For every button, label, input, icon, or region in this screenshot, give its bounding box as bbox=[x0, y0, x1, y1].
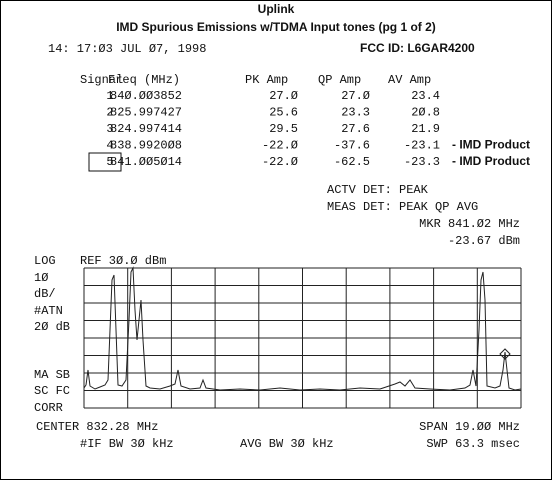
table-cell: 5 bbox=[106, 155, 113, 169]
column-header: AV Amp bbox=[388, 73, 431, 87]
meas-det: MEAS DET: PEAK QP AVG bbox=[327, 200, 478, 214]
table-cell: -62.5 bbox=[334, 155, 370, 169]
annotation: - IMD Product bbox=[452, 138, 530, 152]
column-header: PK Amp bbox=[245, 73, 288, 87]
marker-diamond bbox=[499, 348, 511, 360]
screen-label: dB/ bbox=[34, 287, 56, 301]
screen-label: LOG bbox=[34, 254, 56, 268]
table-cell: 23.4 bbox=[411, 89, 440, 103]
screen-label: SC FC bbox=[34, 384, 70, 398]
title: Uplink bbox=[258, 2, 295, 16]
table-cell: 25.6 bbox=[269, 106, 298, 120]
ref-level: REF 3Ø.Ø dBm bbox=[80, 254, 166, 268]
selection-box bbox=[88, 152, 122, 172]
table-cell: 824.997414 bbox=[110, 122, 182, 136]
if-bw: #IF BW 3Ø kHz bbox=[80, 437, 174, 451]
table-cell: 1 bbox=[106, 89, 113, 103]
screen-label: 2Ø dB bbox=[34, 320, 70, 334]
table-cell: -37.6 bbox=[334, 139, 370, 153]
center: CENTER 832.28 MHz bbox=[36, 420, 158, 434]
screen-label: #ATN bbox=[34, 304, 63, 318]
table-cell: 21.9 bbox=[411, 122, 440, 136]
table-cell: 4 bbox=[106, 139, 113, 153]
table-cell: 84Ø.ØØ3852 bbox=[110, 89, 182, 103]
subtitle: IMD Spurious Emissions w/TDMA Input tone… bbox=[116, 20, 436, 34]
table-cell: 2Ø.8 bbox=[411, 106, 440, 120]
column-header: QP Amp bbox=[318, 73, 361, 87]
screen-label: CORR bbox=[34, 401, 63, 415]
spectrum-trace bbox=[83, 266, 522, 391]
span: SPAN 19.ØØ MHz bbox=[419, 420, 520, 434]
avg-bw: AVG BW 3Ø kHz bbox=[240, 437, 334, 451]
actv-det: ACTV DET: PEAK bbox=[327, 183, 429, 197]
table-cell: -23.1 bbox=[404, 139, 440, 153]
table-cell: 825.997427 bbox=[110, 106, 182, 120]
marker: MKR 841.Ø2 MHz bbox=[419, 217, 520, 231]
table-cell: 27.6 bbox=[341, 122, 370, 136]
table-cell: 838.9920Ø8 bbox=[110, 139, 182, 153]
annotation: - IMD Product bbox=[452, 154, 530, 168]
table-cell: 27.Ø bbox=[269, 89, 298, 103]
screen-label: MA SB bbox=[34, 368, 70, 382]
table-cell: -22.Ø bbox=[262, 155, 298, 169]
table-cell: -22.Ø bbox=[262, 139, 298, 153]
table-cell: 2 bbox=[106, 106, 113, 120]
table-cell: -23.3 bbox=[404, 155, 440, 169]
marker-level: -23.67 dBm bbox=[448, 234, 520, 248]
graticule bbox=[83, 267, 522, 409]
table-cell: 3 bbox=[106, 122, 113, 136]
sweep: SWP 63.3 msec bbox=[426, 437, 520, 451]
table-cell: 29.5 bbox=[269, 122, 298, 136]
column-header: Signal bbox=[80, 73, 123, 87]
column-header: Freq (MHz) bbox=[108, 73, 180, 87]
screen-label: 1Ø bbox=[34, 271, 48, 285]
table-cell: 27.Ø bbox=[341, 89, 370, 103]
table-cell: 841.ØØ5Ø14 bbox=[110, 155, 182, 169]
table-cell: 23.3 bbox=[341, 106, 370, 120]
timestamp: 14: 17:Ø3 JUL Ø7, 1998 bbox=[48, 42, 206, 56]
fcc-id: FCC ID: L6GAR4200 bbox=[360, 41, 475, 55]
